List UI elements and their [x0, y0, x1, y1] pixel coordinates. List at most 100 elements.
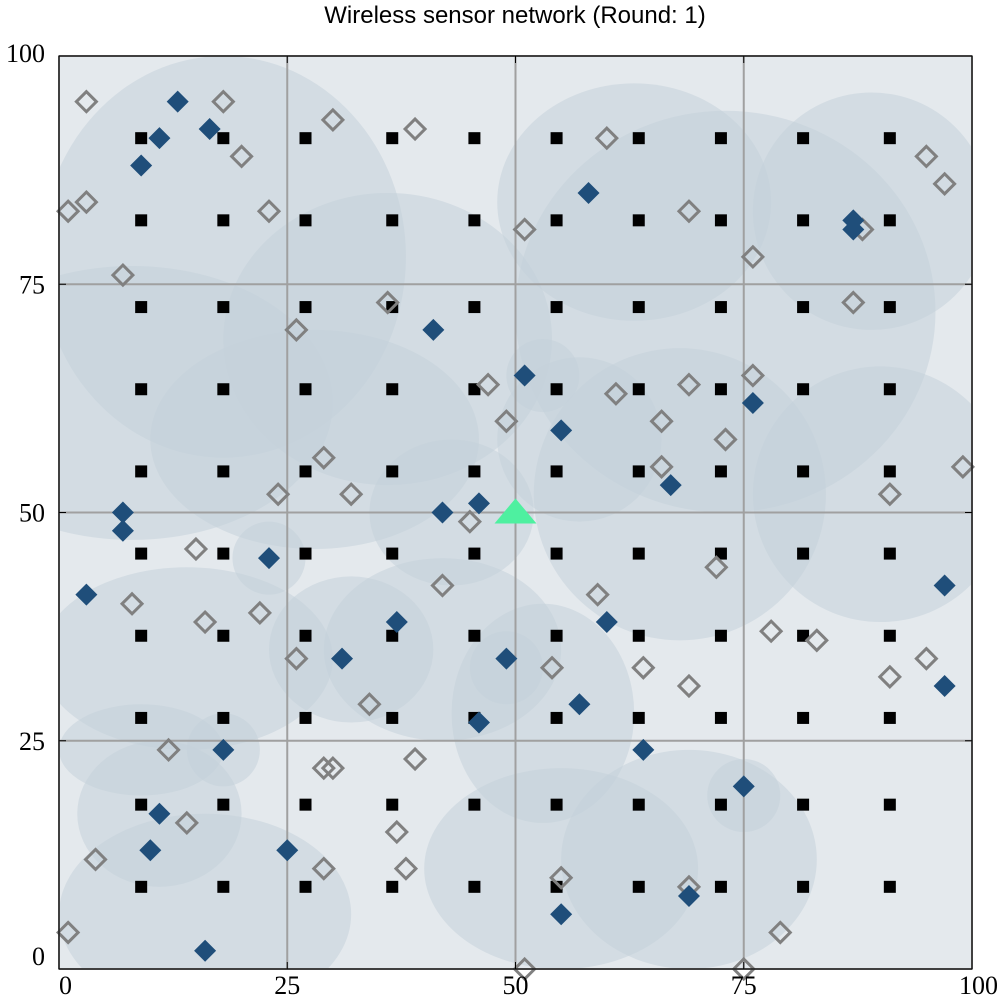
coverage-area — [752, 92, 972, 330]
grid-point — [550, 711, 563, 724]
sensor-node — [740, 363, 766, 388]
sensor-node — [585, 582, 610, 607]
grid-point — [217, 629, 230, 642]
grid-point — [550, 383, 563, 396]
cluster-head-node — [422, 318, 445, 341]
grid-point — [217, 547, 230, 560]
cluster-head-node — [331, 647, 354, 670]
grid-point — [883, 465, 896, 478]
sensor-node — [320, 107, 346, 133]
sensor-node — [284, 317, 309, 343]
cluster-head-node — [75, 583, 98, 606]
sensor-node — [676, 673, 702, 699]
sensor-node — [156, 737, 181, 763]
sensor-node — [311, 856, 336, 881]
x-tick-label: 0 — [59, 971, 72, 1000]
grid-point — [714, 301, 727, 314]
grid-point — [714, 798, 727, 811]
cluster-head-node — [577, 181, 600, 204]
x-tick-label: 100 — [959, 971, 998, 1000]
sensor-node — [731, 956, 756, 982]
grid-point — [550, 301, 563, 314]
node-layer — [56, 89, 975, 982]
grid-point — [386, 880, 399, 893]
grid-point — [299, 629, 312, 642]
sensor-node — [631, 655, 656, 680]
sensor-node — [759, 619, 784, 644]
grid-point — [714, 214, 727, 227]
grid-point — [632, 880, 645, 893]
grid-point — [883, 383, 896, 396]
cluster-head-node — [513, 364, 536, 387]
grid-point — [135, 711, 148, 724]
sensor-node — [914, 144, 939, 169]
sensor-node — [74, 89, 99, 114]
grid-point — [299, 547, 312, 560]
grid-point — [299, 214, 312, 227]
grid-point — [386, 132, 399, 145]
sensor-node — [311, 445, 336, 470]
cluster-head-node — [257, 547, 280, 570]
cluster-head-node — [194, 939, 217, 962]
sensor-node — [877, 664, 902, 689]
cluster-head-node — [550, 419, 573, 442]
grid-point — [632, 798, 645, 811]
grid-point — [386, 629, 399, 642]
cluster-head-node — [111, 501, 134, 524]
x-tick-label: 50 — [503, 971, 529, 1000]
grid-point — [299, 132, 312, 145]
sensor-node — [950, 454, 975, 479]
base-station-marker — [494, 498, 537, 524]
grid-point — [135, 383, 148, 396]
coverage-area — [561, 749, 817, 969]
grid-point — [550, 880, 563, 893]
grid-point — [299, 465, 312, 478]
cluster-head-node — [385, 611, 408, 634]
cluster-head-node — [212, 738, 235, 761]
sensor-node — [183, 536, 209, 562]
sensor-node — [539, 655, 565, 680]
sensor-node — [549, 865, 574, 890]
grid-point — [217, 465, 230, 478]
grid-point — [135, 465, 148, 478]
cluster-head-node — [148, 802, 171, 825]
grid-point — [386, 798, 399, 811]
cluster-head-node — [431, 501, 454, 524]
cluster-head-node — [467, 711, 490, 734]
grid-point — [386, 465, 399, 478]
grid-point — [632, 214, 645, 227]
sensor-node — [110, 262, 136, 288]
grid-point — [883, 214, 896, 227]
grid-point — [797, 711, 810, 724]
grid-point — [135, 301, 148, 314]
grid-point — [135, 629, 148, 642]
grid-point — [797, 629, 810, 642]
cluster-head-node — [139, 839, 162, 862]
grid-point — [468, 301, 481, 314]
grid-point — [797, 798, 810, 811]
sensor-node — [804, 628, 829, 653]
grid-point — [714, 132, 727, 145]
grid-point — [883, 711, 896, 724]
grid-point — [299, 880, 312, 893]
grid-point — [714, 383, 727, 396]
sensor-node — [512, 217, 537, 242]
grid-point — [299, 301, 312, 314]
sensor-node — [256, 199, 282, 224]
sensor-node — [211, 89, 236, 114]
sensor-node — [265, 482, 291, 507]
coverage-area — [59, 567, 333, 750]
sensor-node — [841, 290, 866, 315]
sensor-node — [649, 409, 674, 434]
sensor-node — [740, 244, 766, 269]
grid-point — [217, 301, 230, 314]
grid-point — [299, 383, 312, 396]
sensor-node — [339, 482, 364, 507]
sensor-node — [402, 746, 428, 772]
y-tick-label: 75 — [19, 270, 45, 299]
cluster-head-node — [166, 90, 189, 113]
grid-point — [550, 132, 563, 145]
coverage-area — [533, 348, 826, 641]
sensor-node — [594, 126, 619, 151]
grid-point — [468, 214, 481, 227]
